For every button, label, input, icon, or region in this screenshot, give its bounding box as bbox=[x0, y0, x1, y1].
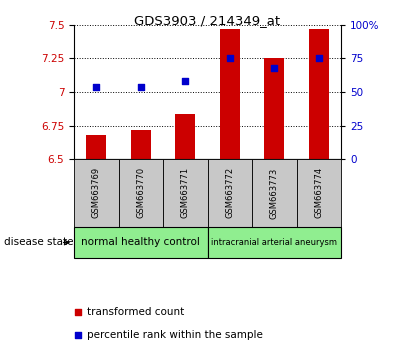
Point bbox=[93, 84, 99, 90]
Text: normal healthy control: normal healthy control bbox=[81, 238, 200, 247]
Bar bbox=[163, 159, 208, 227]
Text: GDS3903 / 214349_at: GDS3903 / 214349_at bbox=[134, 14, 281, 27]
Text: GSM663770: GSM663770 bbox=[136, 167, 145, 218]
Bar bbox=[208, 227, 341, 258]
Text: GSM663773: GSM663773 bbox=[270, 167, 279, 218]
Point bbox=[316, 56, 322, 61]
Text: GSM663774: GSM663774 bbox=[314, 167, 323, 218]
Bar bbox=[220, 29, 240, 159]
Bar bbox=[74, 227, 208, 258]
Point bbox=[75, 309, 81, 315]
Bar bbox=[297, 159, 341, 227]
Bar bbox=[252, 159, 297, 227]
Bar bbox=[208, 159, 252, 227]
Bar bbox=[309, 29, 329, 159]
Text: GSM663771: GSM663771 bbox=[181, 167, 190, 218]
Bar bbox=[86, 135, 106, 159]
Bar bbox=[264, 58, 284, 159]
Text: percentile rank within the sample: percentile rank within the sample bbox=[87, 330, 263, 341]
Point bbox=[226, 56, 233, 61]
Text: intracranial arterial aneurysm: intracranial arterial aneurysm bbox=[211, 238, 337, 247]
Bar bbox=[131, 130, 151, 159]
Text: transformed count: transformed count bbox=[87, 307, 185, 318]
Bar bbox=[74, 159, 118, 227]
Point bbox=[271, 65, 278, 71]
Point bbox=[137, 84, 144, 90]
Text: disease state: disease state bbox=[4, 238, 74, 247]
Bar bbox=[118, 159, 163, 227]
Point bbox=[182, 79, 189, 84]
Text: GSM663772: GSM663772 bbox=[225, 167, 234, 218]
Bar bbox=[175, 114, 195, 159]
Point bbox=[75, 333, 81, 338]
Text: GSM663769: GSM663769 bbox=[92, 167, 101, 218]
